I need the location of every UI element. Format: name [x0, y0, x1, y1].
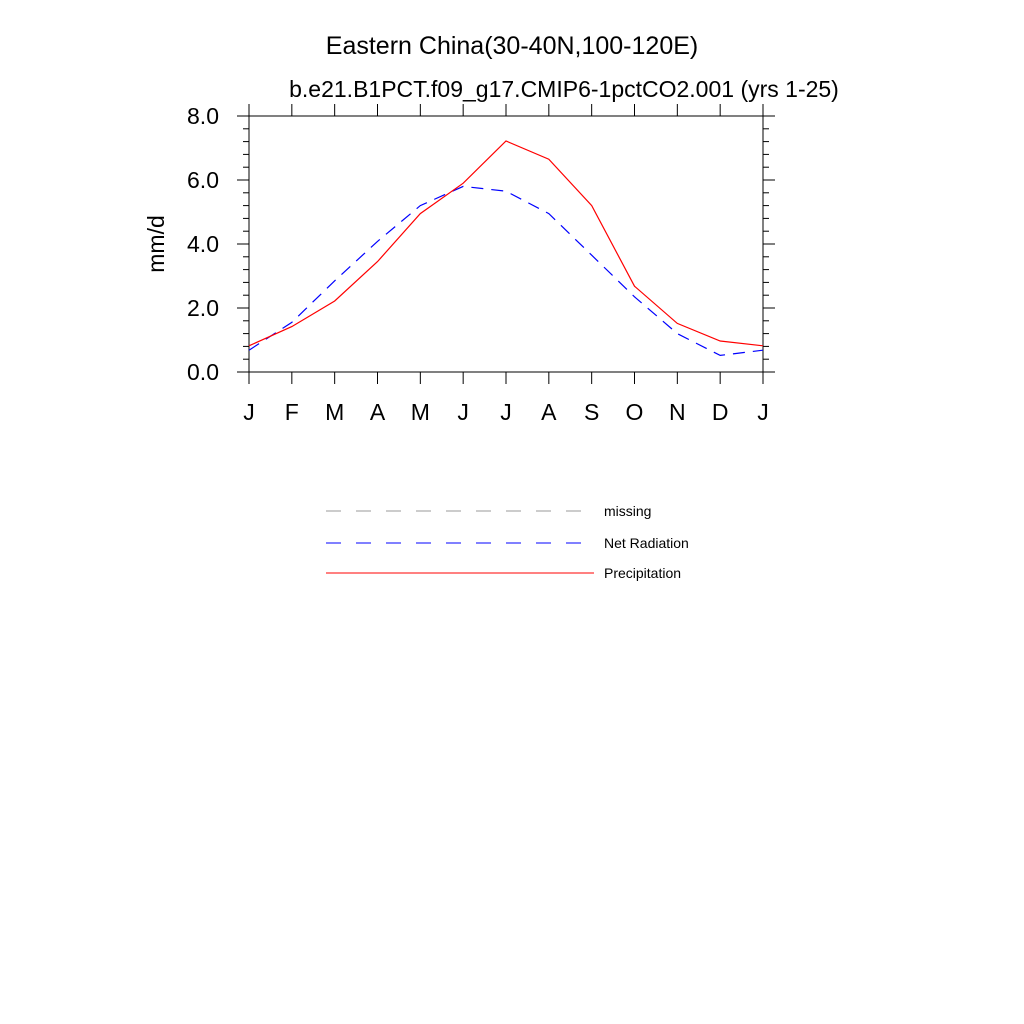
- y-tick-label: 0.0: [187, 359, 219, 385]
- series-line-precipitation: [248, 140, 764, 347]
- y-tick-label: 6.0: [187, 167, 219, 193]
- x-tick-label: A: [370, 399, 386, 425]
- x-tick-label: J: [757, 399, 769, 425]
- y-tick-label: 2.0: [187, 295, 219, 321]
- x-tick-label: M: [411, 399, 430, 425]
- legend: missing Net Radiation Precipitation: [326, 503, 689, 581]
- y-tick-label: 8.0: [187, 103, 219, 129]
- legend-label: missing: [604, 503, 651, 519]
- x-tick-label: F: [285, 399, 299, 425]
- x-tick-label: M: [325, 399, 344, 425]
- x-tick-label: N: [669, 399, 686, 425]
- axes: 0.02.04.06.08.0J F M A M J J A S O N D J: [187, 103, 775, 425]
- chart-subtitle: b.e21.B1PCT.f09_g17.CMIP6-1pctCO2.001 (y…: [289, 76, 839, 102]
- series-line-net-radiation: [248, 185, 764, 357]
- series-lines: [248, 140, 764, 357]
- x-tick-label: J: [243, 399, 255, 425]
- y-axis-label: mm/d: [143, 215, 169, 273]
- x-tick-label: D: [712, 399, 729, 425]
- plot-frame: [248, 115, 764, 373]
- x-tick-label: J: [457, 399, 469, 425]
- x-tick-label: J: [500, 399, 512, 425]
- legend-label: Net Radiation: [604, 535, 689, 551]
- legend-label: Precipitation: [604, 565, 681, 581]
- x-tick-label: S: [584, 399, 599, 425]
- x-tick-label: A: [541, 399, 557, 425]
- chart-title: Eastern China(30-40N,100-120E): [326, 32, 698, 60]
- y-tick-label: 4.0: [187, 231, 219, 257]
- x-tick-label: O: [626, 399, 644, 425]
